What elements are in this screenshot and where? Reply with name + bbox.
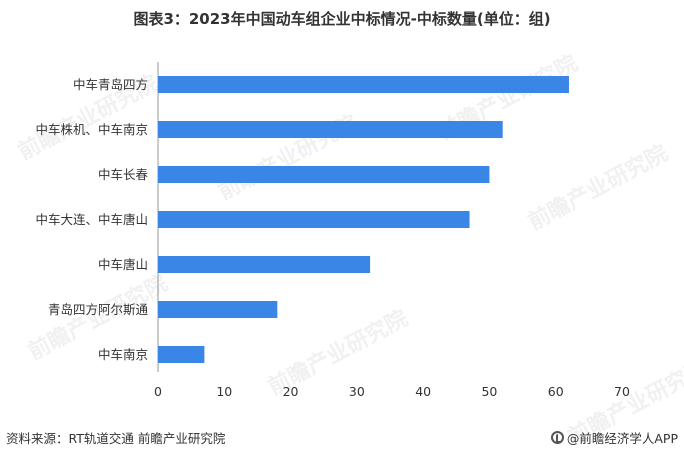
x-tick-label: 10 (216, 384, 232, 399)
category-label: 中车株机、中车南京 (35, 122, 148, 137)
bar (158, 256, 371, 273)
x-tick-label: 20 (283, 384, 299, 399)
category-label: 中车青岛四方 (73, 77, 148, 92)
brand-mark: @前瞻经济学人APP (550, 428, 678, 447)
x-tick-label: 30 (349, 384, 365, 399)
bar (158, 76, 569, 93)
bar (158, 166, 490, 183)
source-note: 资料来源：RT轨道交通 前瞻产业研究院 (6, 431, 226, 446)
category-label: 中车南京 (98, 347, 148, 362)
qianzhan-logo-icon (550, 431, 564, 444)
x-tick-label: 50 (481, 384, 497, 399)
x-tick-label: 60 (548, 384, 564, 399)
bar (158, 121, 503, 138)
x-tick-label: 0 (154, 384, 162, 399)
brand-label: @前瞻经济学人APP (566, 431, 678, 446)
bar (158, 346, 205, 363)
category-label: 中车唐山 (98, 257, 148, 272)
bar (158, 211, 470, 228)
x-tick-label: 40 (415, 384, 431, 399)
bar (158, 301, 278, 318)
x-tick-label: 70 (614, 384, 630, 399)
category-label: 青岛四方阿尔斯通 (48, 302, 149, 317)
category-label: 中车长春 (98, 167, 149, 182)
category-label: 中车大连、中车唐山 (35, 212, 148, 227)
chart-title: 图表3：2023年中国动车组企业中标情况-中标数量(单位：组) (133, 10, 551, 28)
